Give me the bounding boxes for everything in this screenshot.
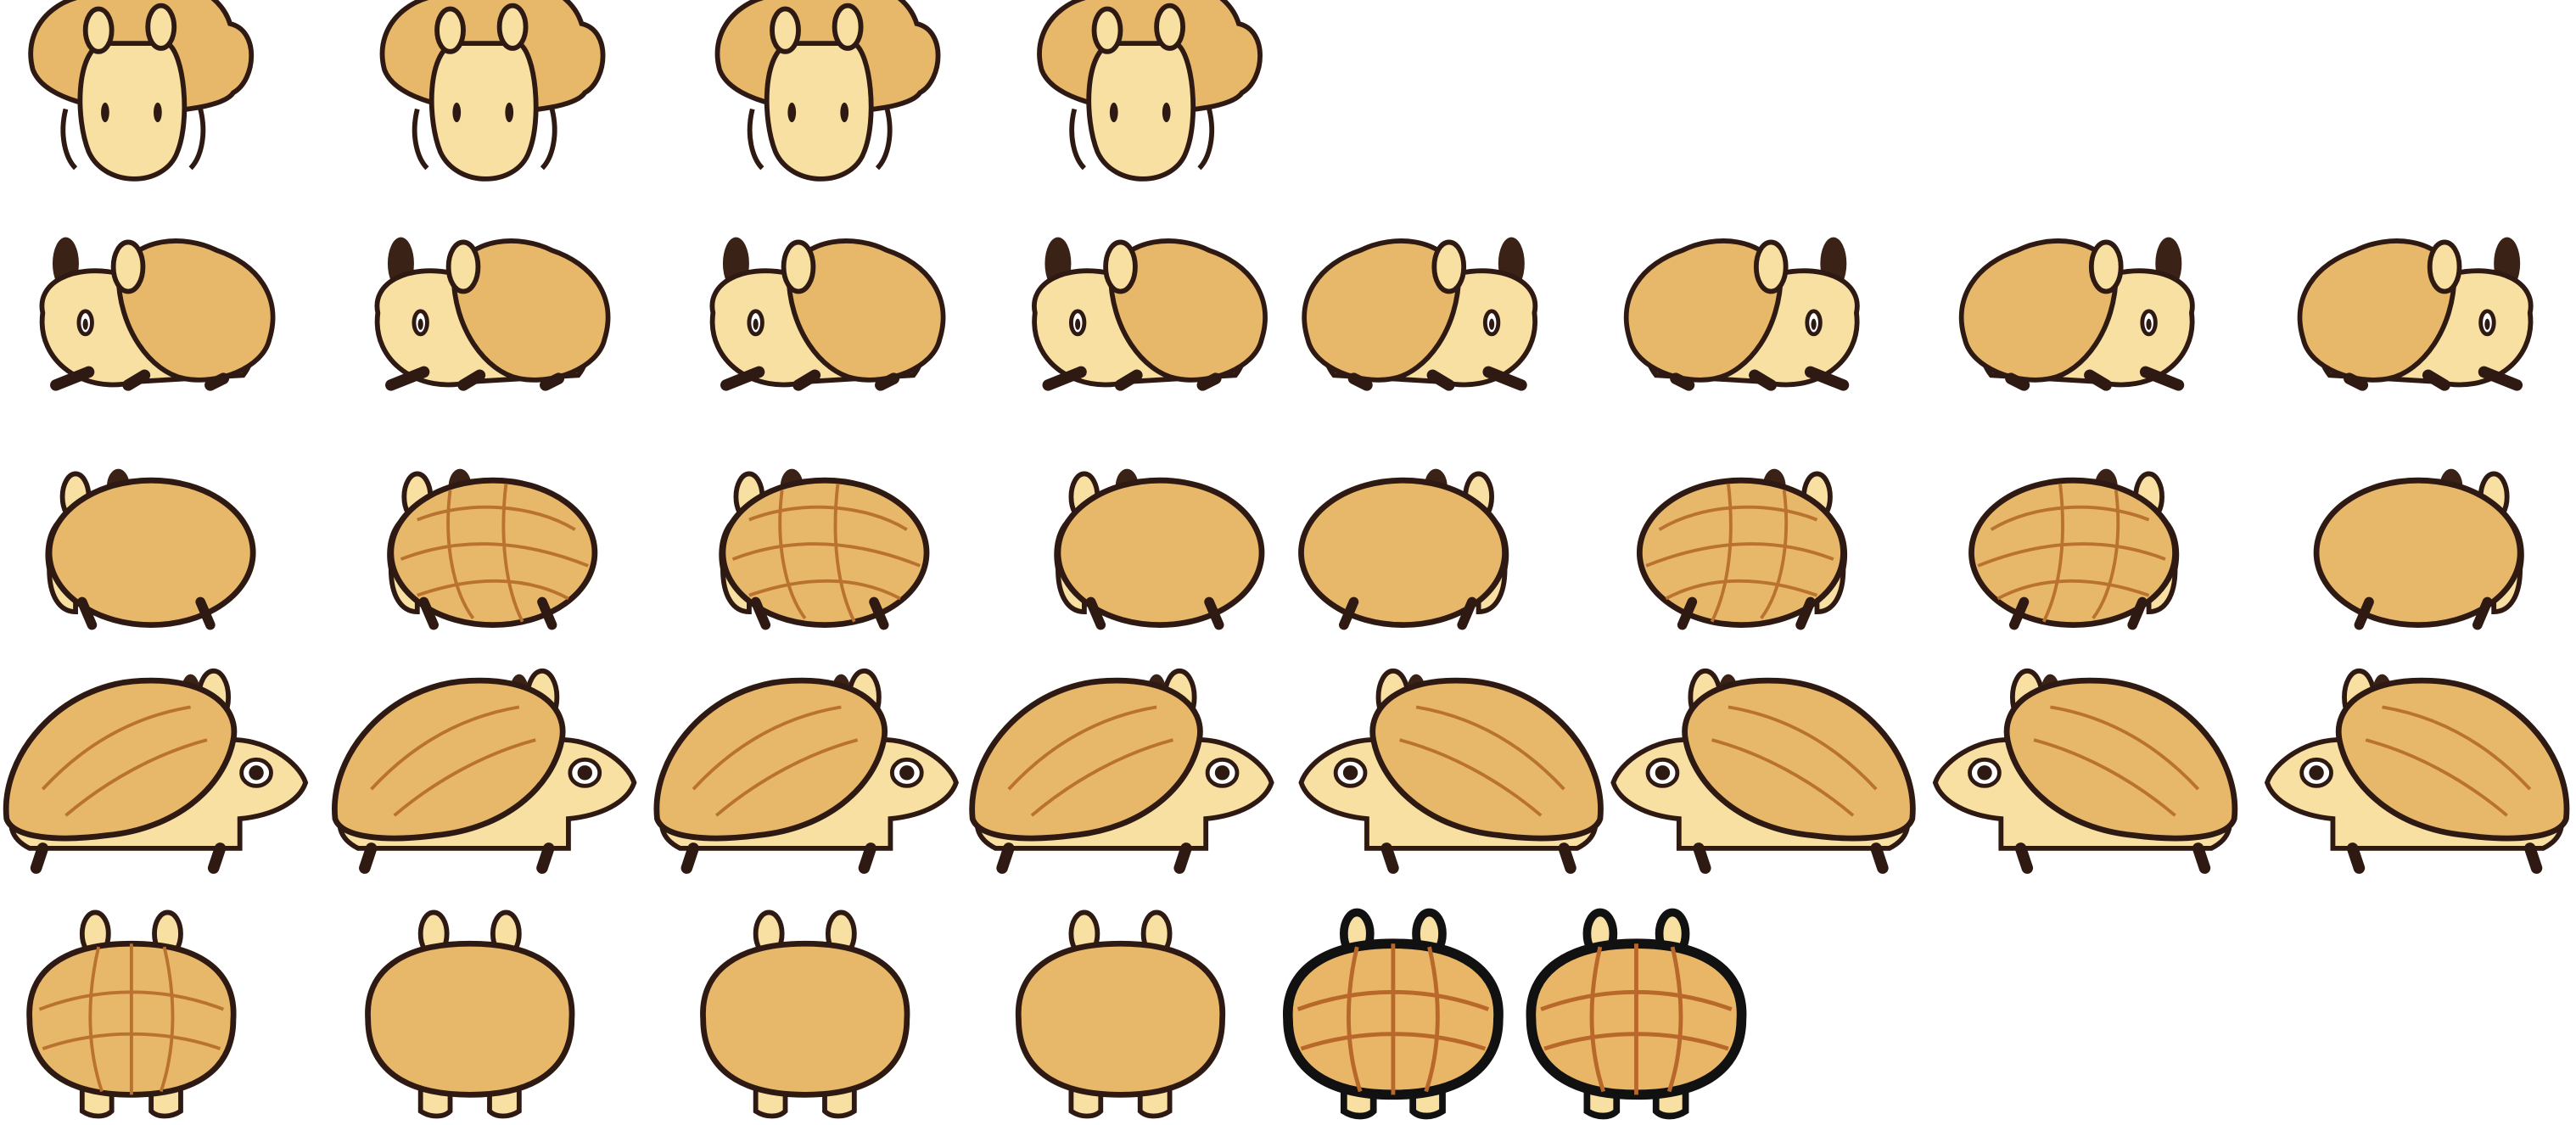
sprite-rolled-7 bbox=[1971, 469, 2176, 625]
sprite-side-walk-5 bbox=[1301, 671, 1600, 868]
sprite-rolled-1 bbox=[48, 469, 253, 625]
sprite-front-1 bbox=[31, 0, 251, 179]
sprite-side-profile-7 bbox=[1962, 238, 2192, 385]
sprite-side-walk-1 bbox=[6, 671, 305, 868]
sprite-side-walk-7 bbox=[1935, 671, 2235, 868]
sprite-side-profile-8 bbox=[2300, 238, 2531, 385]
sprite-side-walk-8 bbox=[2267, 671, 2567, 868]
sprite-back-3 bbox=[703, 912, 907, 1116]
row-front-walk bbox=[31, 0, 1260, 179]
sprite-rolled-6 bbox=[1639, 469, 1845, 625]
sprite-back-4 bbox=[1018, 912, 1223, 1116]
sprite-rolled-5 bbox=[1301, 469, 1506, 625]
sprite-side-walk-6 bbox=[1613, 671, 1912, 868]
sprite-rolled-8 bbox=[2316, 469, 2522, 625]
sprite-side-profile-6 bbox=[1627, 238, 1857, 385]
sprite-side-profile-2 bbox=[377, 238, 608, 385]
sprite-side-walk-4 bbox=[972, 671, 1272, 868]
sprite-front-2 bbox=[383, 0, 603, 179]
sprite-rolled-4 bbox=[1056, 469, 1262, 625]
sprite-side-profile-4 bbox=[1034, 238, 1265, 385]
sprite-back-1 bbox=[30, 912, 234, 1116]
sprite-side-walk-2 bbox=[334, 671, 634, 868]
sprite-rolled-3 bbox=[721, 469, 927, 625]
sprite-side-profile-3 bbox=[712, 238, 943, 385]
sprite-back-6 bbox=[1531, 912, 1741, 1116]
row-side-walk bbox=[6, 671, 2567, 868]
row-side-profile-walk bbox=[42, 238, 2530, 385]
row-back-view bbox=[30, 912, 1742, 1116]
sprite-front-4 bbox=[1039, 0, 1260, 179]
sprite-side-walk-3 bbox=[657, 671, 956, 868]
sprite-side-profile-1 bbox=[42, 238, 272, 385]
sprite-back-5 bbox=[1288, 912, 1498, 1116]
row-rolled-shell-turn bbox=[48, 469, 2522, 625]
sprite-rolled-2 bbox=[389, 469, 595, 625]
sprite-front-3 bbox=[718, 0, 938, 179]
sprite-back-2 bbox=[367, 912, 572, 1116]
sprite-side-profile-5 bbox=[1304, 238, 1535, 385]
